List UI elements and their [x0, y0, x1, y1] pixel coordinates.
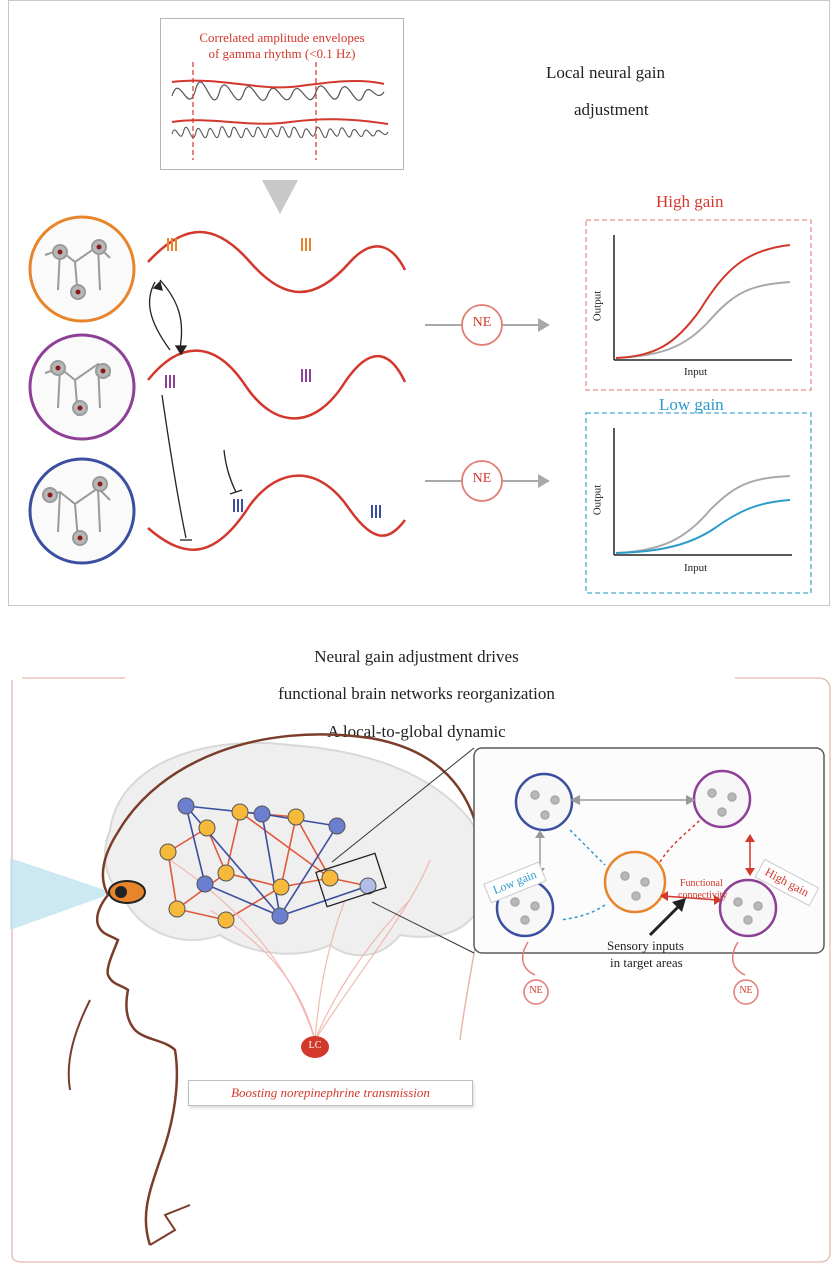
- functional-connectivity-line2: connectivity: [678, 890, 728, 901]
- high-gain-plot-xlabel: Input: [684, 366, 708, 378]
- high-gain-frame: [585, 219, 812, 391]
- caption-box: [188, 1080, 473, 1106]
- envelope-box-title-line2: of gamma rhythm (<0.1 Hz): [208, 46, 356, 61]
- ne-label-2: NE: [472, 471, 492, 486]
- envelope-box: [160, 18, 404, 170]
- light-cone: [10, 858, 105, 930]
- panel-a-frame: [8, 0, 830, 606]
- neuron-circle-orange: [28, 215, 136, 323]
- panel-a-title-line2: adjustment: [574, 100, 649, 119]
- zoom-rectangle: [315, 852, 387, 908]
- envelope-box-title-line1: Correlated amplitude envelopes: [199, 30, 365, 45]
- low-gain-curve: [615, 499, 791, 554]
- high-gain-baseline-curve: [615, 281, 791, 359]
- sensory-inputs-line2: in target areas: [610, 955, 683, 970]
- oscillation-wave-1: [147, 230, 407, 294]
- neuron-circle-navy: [28, 457, 136, 565]
- down-arrow-icon: [262, 180, 298, 214]
- ne-badge-2: [461, 460, 503, 502]
- inset-ne-left: NE: [529, 985, 543, 996]
- high-gain-curve: [615, 244, 791, 359]
- low-gain-label: Low gain: [659, 395, 724, 414]
- low-gain-frame: [585, 412, 812, 594]
- ne-badge-1: [461, 304, 503, 346]
- lc-node: [301, 1036, 329, 1058]
- low-gain-plot-xlabel: Input: [684, 562, 708, 574]
- high-gain-label: High gain: [656, 192, 724, 211]
- panel-a-graphics: [28, 62, 812, 594]
- head-outline: [95, 831, 179, 1246]
- panel-b-title-line3: A local-to-global dynamic: [327, 722, 506, 741]
- oscillation-wave-2: [147, 349, 407, 420]
- panel-b-title-line1: Neural gain adjustment drives: [314, 647, 519, 666]
- brain-silhouette: [104, 741, 488, 957]
- ne-label-1: NE: [472, 315, 492, 330]
- network-nodes: [159, 797, 377, 929]
- panel-a-title-line1: Local neural gain: [546, 63, 665, 82]
- envelope-waves: [171, 62, 389, 160]
- oscillation-wave-3: [147, 474, 406, 551]
- panel-b-title-line2: functional brain networks reorganization: [278, 684, 555, 703]
- functional-connectivity-line1: Functional: [680, 878, 723, 889]
- low-gain-baseline-curve: [615, 475, 791, 554]
- inset-ne-right: NE: [739, 985, 753, 996]
- sensory-inputs-line1: Sensory inputs: [607, 938, 684, 953]
- caption-text: Boosting norepinephrine transmission: [231, 1085, 430, 1100]
- lc-label: LC: [308, 1040, 322, 1051]
